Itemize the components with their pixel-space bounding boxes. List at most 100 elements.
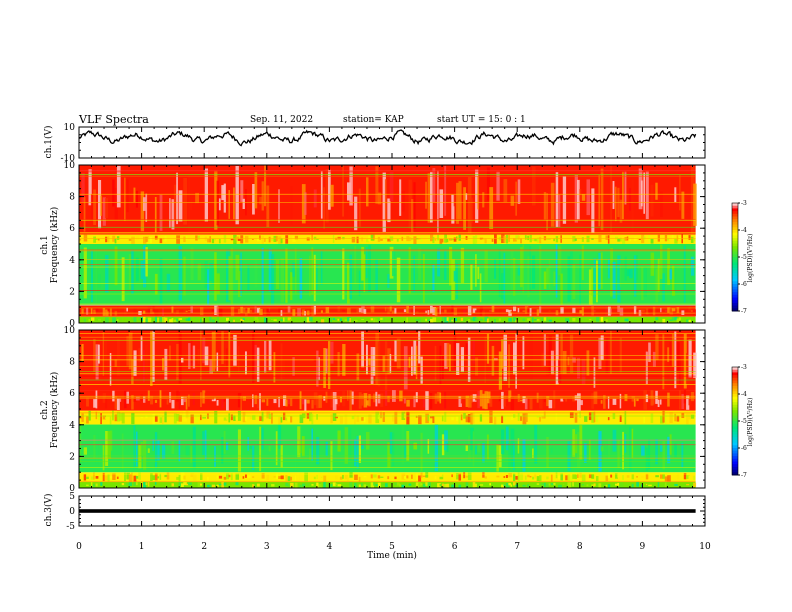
ch1-spectrogram-streak: [591, 188, 595, 233]
ch2-spectrogram-streak: [337, 484, 342, 487]
ch2-spectrogram-streak: [503, 484, 506, 487]
ch2-spectrogram-streak: [427, 439, 430, 454]
ch2-spectrogram-streak: [624, 411, 627, 425]
ch2-spectrogram-streak: [380, 476, 384, 478]
ch2-spectrogram-streak: [484, 476, 487, 479]
ch1-spectrogram-streak: [624, 256, 627, 281]
ch2-spectrogram-streak: [105, 475, 109, 481]
ch1-colorbar-swatch: [732, 286, 738, 290]
ch2-spectrogram-streak: [112, 410, 114, 421]
ch1-spectrogram-streak: [347, 317, 351, 322]
ch1-spectrogram-streak: [344, 319, 348, 321]
ch1-spectrogram-streak: [266, 185, 270, 228]
ch1-spectrogram-streak: [218, 238, 221, 244]
ch2-spectrogram-streak: [553, 390, 556, 409]
ch2-spectrogram-streak: [316, 437, 320, 465]
ch2-spectrogram-streak: [116, 398, 120, 410]
ch1-spectrogram-streak: [482, 238, 485, 240]
ch2-spectrogram-streak: [406, 399, 410, 407]
ch1-spectrogram-streak: [427, 173, 431, 223]
ch2-spectrogram-streak: [465, 395, 470, 407]
ch2-spectrogram-streak: [223, 482, 227, 486]
ch2-spectrogram-streak: [98, 482, 101, 486]
ch1-spectrogram-streak: [489, 187, 494, 230]
ch2-spectrogram-streak: [660, 474, 664, 479]
ch2-spectrogram-streak: [330, 414, 333, 424]
ch1-spectrogram-streak: [373, 318, 376, 323]
ch1-spectrogram-streak: [384, 307, 387, 312]
ch2-spectrogram-streak: [415, 482, 420, 488]
ch2-spectrogram-streak: [228, 474, 231, 478]
ch1-spectrogram-ytick-label: 6: [69, 224, 75, 234]
ch1-spectrogram-streak: [567, 319, 570, 323]
ch1-spectrogram-streak: [465, 236, 468, 240]
ch2-spectrogram-streak: [505, 397, 509, 406]
ch1-spectrogram-streak: [200, 318, 202, 323]
ch2-spectrogram-streak: [100, 413, 102, 425]
ch2-spectrogram-streak: [501, 415, 504, 423]
ch1-colorbar-swatch: [732, 205, 738, 209]
ch2-spectrogram-streak: [401, 484, 405, 488]
ch2-spectrogram-streak: [233, 415, 236, 421]
ch2-spectrogram-streak: [465, 415, 469, 423]
ch2-spectrogram-streak: [413, 442, 418, 450]
ch1-spectrogram-streak: [588, 269, 593, 305]
ch1-spectrogram-streak: [610, 165, 612, 233]
ch1-colorbar-swatch: [732, 294, 738, 298]
ch1-spectrogram-streak: [98, 319, 102, 321]
ch1-spectrogram-streak: [311, 306, 315, 317]
ch2-spectrogram-streak: [482, 443, 485, 463]
ch1-spectrogram-streak: [190, 199, 193, 211]
ch2-colorbar-swatch: [732, 461, 738, 465]
ch1-spectrogram-streak: [116, 319, 119, 322]
ch1-spectrogram-streak: [152, 306, 155, 312]
ch2-spectrogram-streak: [522, 484, 526, 487]
ch2-spectrogram-streak: [264, 340, 267, 373]
ch2-spectrogram-streak: [513, 342, 516, 375]
ch1-colorbar-swatch: [732, 211, 738, 215]
ch1-spectrogram-streak: [297, 255, 301, 286]
ch2-spectrogram-streak: [690, 414, 695, 419]
ch2-spectrogram-streak: [138, 444, 142, 469]
ch1-spectrogram-streak: [256, 319, 259, 323]
ch2-spectrogram-streak: [607, 417, 610, 421]
ch2-spectrogram-streak: [192, 345, 196, 369]
ch1-spectrogram-streak: [114, 246, 118, 286]
ch2-spectrogram-streak: [539, 395, 543, 409]
ch2-spectrogram-streak: [278, 397, 280, 408]
x-tick-label: 8: [577, 542, 583, 552]
ch1-spectrogram-streak: [652, 306, 656, 316]
ch1-spectrogram-streak: [183, 309, 187, 315]
ch1-spectrogram-streak: [195, 235, 198, 241]
ch1-spectrogram-streak: [207, 269, 210, 306]
ch2-spectrogram-streak: [598, 431, 602, 472]
ch2-colorbar: -3-4-5-6-7: [731, 364, 747, 479]
ch1-colorbar-swatch: [732, 230, 738, 234]
ch2-spectrogram-streak: [406, 411, 410, 425]
ch1-spectrogram-streak: [581, 245, 584, 281]
ch2-spectrogram-streak: [641, 445, 645, 457]
ch2-spectrogram-streak: [415, 345, 418, 380]
ch2-spectrogram-streak: [358, 435, 361, 463]
ch1-spectrogram-streak: [242, 318, 245, 320]
x-tick-label: 5: [389, 542, 395, 552]
ch2-spectrogram-streak: [140, 482, 144, 488]
ch2-spectrogram-streak: [354, 414, 356, 425]
ch2-spectrogram-streak: [287, 476, 291, 482]
ch2-colorbar-swatch: [732, 466, 738, 471]
ch2-spectrogram-streak: [418, 415, 422, 425]
ch2-spectrogram-streak: [529, 398, 533, 410]
ch1-spectrogram-streak: [301, 184, 306, 224]
ch2-spectrogram-streak: [375, 391, 378, 407]
ch1-waveform-ytick-label: 10: [64, 123, 76, 133]
ch1-spectrogram-streak: [456, 263, 458, 299]
ch1-spectrogram-streak: [335, 319, 337, 321]
ch1-colorbar-swatch: [732, 232, 738, 236]
ch1-spectrogram-streak: [216, 273, 220, 295]
ch2-spectrogram-streak: [560, 473, 563, 481]
ch2-spectrogram-streak: [112, 482, 115, 486]
ch2-spectrogram-streak: [133, 481, 136, 486]
ch2-spectrogram-streak: [273, 476, 278, 478]
ch1-spectrogram-streak: [624, 171, 627, 205]
